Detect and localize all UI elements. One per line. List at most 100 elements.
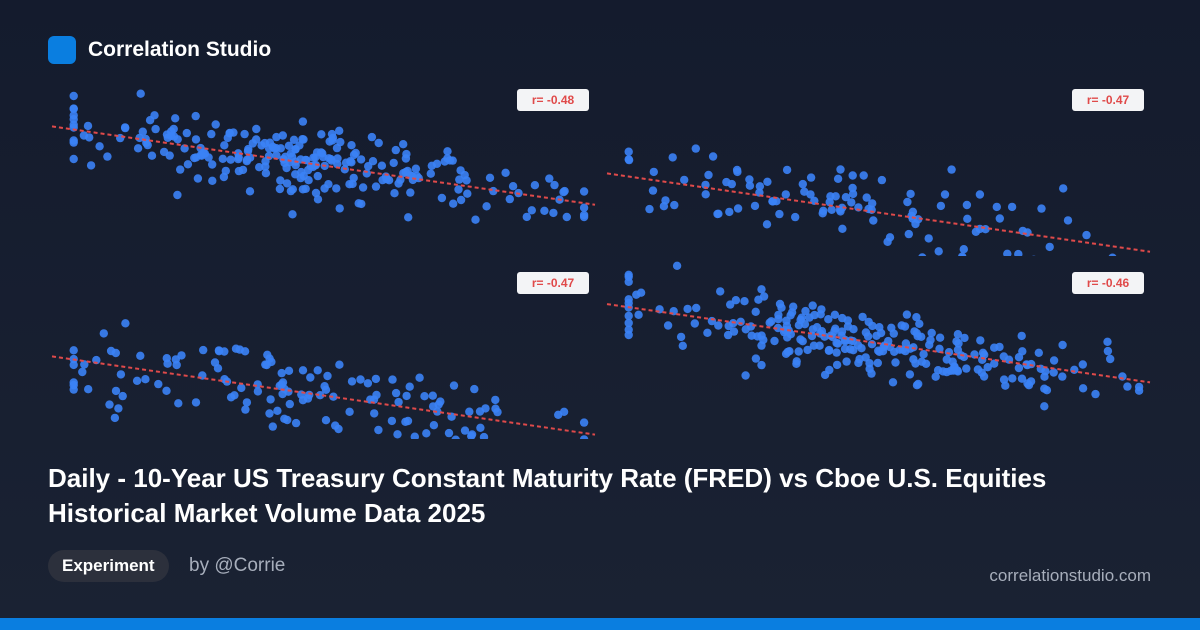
site-url[interactable]: correlationstudio.com bbox=[989, 566, 1151, 585]
scatter-point bbox=[1008, 374, 1017, 383]
scatter-point bbox=[796, 335, 805, 344]
scatter-point bbox=[345, 407, 354, 416]
scatter-point bbox=[842, 357, 851, 366]
scatter-point bbox=[875, 323, 884, 332]
scatter-point bbox=[864, 317, 873, 327]
scatter-point bbox=[824, 346, 834, 355]
scatter-point bbox=[135, 133, 144, 143]
scatter-point bbox=[278, 389, 287, 399]
scatter-point bbox=[579, 418, 589, 427]
scatter-point bbox=[649, 167, 658, 177]
scatter-point bbox=[959, 352, 969, 362]
scatter-point bbox=[579, 210, 589, 220]
scatter-point bbox=[843, 322, 853, 331]
scatter-point bbox=[559, 187, 568, 197]
scatter-point bbox=[716, 287, 725, 296]
scatter-point bbox=[867, 340, 877, 349]
scatter-point bbox=[983, 363, 992, 372]
scatter-point bbox=[99, 329, 109, 338]
scatter-point bbox=[800, 187, 809, 196]
scatter-point bbox=[346, 157, 355, 166]
scatter-point bbox=[648, 186, 658, 195]
scatter-point bbox=[763, 177, 772, 186]
scatter-point bbox=[636, 288, 646, 297]
scatter-point bbox=[1118, 372, 1127, 381]
scatter-point bbox=[218, 154, 227, 163]
scatter-point bbox=[332, 184, 341, 193]
scatter-point bbox=[999, 375, 1009, 384]
scatter-point bbox=[1007, 202, 1017, 212]
scatter-point bbox=[349, 173, 358, 183]
scatter-point bbox=[919, 350, 928, 359]
scatter-point bbox=[935, 344, 944, 353]
scatter-point bbox=[374, 425, 383, 435]
scatter-point bbox=[470, 384, 479, 394]
scatter-point bbox=[501, 168, 510, 177]
correlation-value: r= -0.46 bbox=[1087, 276, 1130, 290]
scatter-point bbox=[280, 414, 289, 423]
scatter-point bbox=[848, 171, 857, 180]
scatter-point bbox=[624, 318, 633, 328]
scatter-point bbox=[1027, 359, 1036, 369]
scatter-point bbox=[273, 406, 282, 415]
scatter-point bbox=[1078, 384, 1088, 393]
scatter-point bbox=[241, 405, 250, 414]
scatter-point bbox=[166, 131, 176, 140]
scatter-panel-1: r= -0.48 bbox=[51, 89, 596, 224]
scatter-point bbox=[313, 366, 322, 375]
scatter-point bbox=[846, 345, 855, 354]
brand-name: Correlation Studio bbox=[88, 38, 272, 61]
scatter-point bbox=[545, 174, 554, 183]
scatter-point bbox=[84, 385, 93, 394]
scatter-point bbox=[781, 190, 790, 199]
scatter-point bbox=[332, 143, 342, 153]
scatter-point bbox=[729, 327, 739, 336]
scatter-point bbox=[467, 430, 477, 439]
scatter-point bbox=[191, 111, 200, 121]
trend-line bbox=[606, 303, 1151, 384]
scatter-point bbox=[862, 193, 871, 202]
scatter-point bbox=[947, 165, 956, 174]
scatter-point bbox=[836, 207, 845, 216]
scatter-point bbox=[830, 310, 840, 319]
scatter-point bbox=[481, 404, 490, 413]
scatter-point bbox=[444, 428, 454, 438]
scatter-point bbox=[69, 378, 78, 387]
author-link[interactable]: by @Corrie bbox=[189, 555, 286, 576]
scatter-point bbox=[313, 195, 323, 204]
scatter-point bbox=[797, 313, 806, 322]
scatter-point bbox=[826, 192, 835, 201]
scatter-point bbox=[791, 212, 800, 222]
scatter-point bbox=[1040, 402, 1049, 411]
scatter-point bbox=[872, 331, 881, 340]
scatter-point bbox=[411, 164, 421, 173]
scatter-point bbox=[714, 321, 723, 330]
scatter-point bbox=[335, 360, 344, 369]
scatter-point bbox=[908, 207, 918, 216]
experiment-tag[interactable]: Experiment bbox=[48, 550, 169, 582]
scatter-point bbox=[169, 124, 178, 134]
scatter-point bbox=[387, 416, 397, 426]
scatter-point bbox=[69, 136, 78, 145]
scatter-point bbox=[678, 341, 687, 350]
scatter-point bbox=[1042, 386, 1052, 395]
scatter-panel-2: r= -0.47 bbox=[606, 89, 1151, 256]
scatter-point bbox=[176, 165, 185, 174]
scatter-point bbox=[208, 176, 217, 185]
scatter-point bbox=[815, 341, 824, 350]
scatter-point bbox=[85, 133, 94, 142]
scatter-point bbox=[733, 167, 742, 177]
scatter-point bbox=[897, 321, 906, 330]
scatter-point bbox=[219, 172, 229, 182]
scatter-point bbox=[992, 202, 1001, 212]
scatter-point bbox=[889, 329, 898, 338]
scatter-point bbox=[865, 364, 874, 374]
scatter-point bbox=[770, 336, 779, 346]
scatter-point bbox=[451, 435, 460, 439]
scatter-point bbox=[624, 277, 633, 286]
scatter-point bbox=[959, 245, 968, 254]
scatter-point bbox=[1103, 346, 1113, 356]
scatter-point bbox=[727, 179, 736, 189]
scatter-point bbox=[86, 161, 96, 170]
scatter-point bbox=[942, 355, 951, 364]
